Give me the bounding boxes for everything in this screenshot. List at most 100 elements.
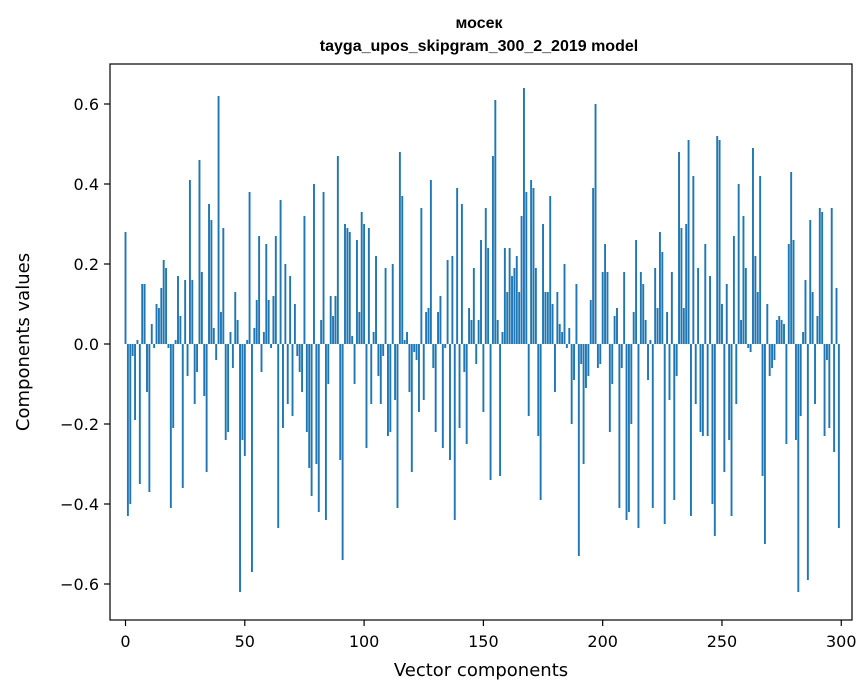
- bar: [215, 344, 218, 360]
- bar: [208, 204, 210, 344]
- bar: [279, 200, 282, 344]
- bar: [515, 256, 518, 344]
- x-tick-label: 50: [235, 632, 255, 651]
- bar: [303, 216, 306, 344]
- bar: [425, 312, 428, 344]
- bar: [480, 240, 482, 344]
- bar: [577, 344, 580, 556]
- bar: [656, 308, 659, 344]
- x-tick-label: 150: [468, 632, 499, 651]
- bar: [649, 340, 652, 344]
- x-tick-label: 200: [587, 632, 618, 651]
- bar: [293, 304, 296, 344]
- bar: [298, 344, 301, 372]
- bar: [783, 324, 785, 344]
- bar: [365, 344, 368, 448]
- bar: [341, 344, 344, 560]
- bar: [520, 216, 523, 344]
- bar: [289, 276, 292, 344]
- bar: [355, 240, 358, 344]
- bar: [811, 292, 814, 344]
- bar: [561, 332, 564, 344]
- bar: [460, 204, 463, 344]
- bar: [678, 152, 680, 344]
- bar: [668, 344, 671, 400]
- bar: [174, 340, 177, 344]
- bar: [816, 316, 819, 344]
- bar: [477, 320, 480, 344]
- bar: [790, 172, 793, 344]
- bar: [818, 208, 821, 344]
- bar: [191, 280, 194, 344]
- bar: [589, 300, 592, 344]
- bar: [642, 284, 645, 344]
- bar: [286, 344, 289, 404]
- bar: [124, 232, 127, 344]
- bar: [546, 292, 549, 344]
- bar: [451, 256, 454, 344]
- bar: [234, 292, 237, 344]
- bar: [747, 344, 750, 348]
- bar: [370, 344, 373, 404]
- bar: [313, 184, 315, 344]
- x-axis-label: Vector components: [394, 660, 568, 681]
- bar: [484, 208, 487, 344]
- bar: [775, 320, 778, 344]
- bar: [186, 344, 189, 376]
- bar: [179, 316, 182, 344]
- bar: [713, 344, 716, 536]
- bar: [441, 344, 444, 448]
- bar: [489, 344, 492, 480]
- bar: [773, 344, 776, 360]
- bar: [701, 344, 704, 436]
- bar: [694, 344, 697, 404]
- bar: [496, 320, 499, 344]
- bar: [611, 344, 614, 384]
- bar: [742, 216, 745, 344]
- y-tick-label: −0.2: [60, 415, 99, 434]
- bar: [291, 344, 294, 416]
- bar: [353, 344, 356, 384]
- bar: [432, 344, 435, 368]
- bar: [143, 284, 146, 344]
- bar: [620, 344, 623, 368]
- bar: [184, 280, 187, 344]
- bar: [439, 296, 442, 344]
- bar: [511, 276, 513, 344]
- bar: [644, 320, 647, 344]
- bar: [542, 224, 544, 344]
- bar: [129, 344, 132, 504]
- bar: [167, 344, 170, 348]
- bar: [530, 180, 533, 344]
- bar: [785, 344, 788, 444]
- bar: [627, 344, 630, 512]
- bar: [554, 344, 556, 392]
- bar: [465, 344, 468, 444]
- bar: [618, 344, 621, 508]
- bar: [527, 344, 530, 416]
- bar: [654, 268, 657, 344]
- bar: [806, 344, 809, 580]
- bar: [205, 344, 208, 472]
- y-axis: −0.6 −0.4 −0.2 0.0 0.2 0.4 0.6: [60, 95, 110, 594]
- bar: [721, 304, 723, 344]
- y-tick-label: 0.0: [74, 335, 99, 354]
- bar: [804, 280, 807, 344]
- bar: [778, 316, 781, 344]
- bar: [732, 236, 735, 344]
- bar: [549, 196, 552, 344]
- bar: [126, 344, 129, 516]
- bar: [749, 344, 752, 352]
- bar: [835, 288, 838, 344]
- bar: [716, 136, 719, 344]
- bar: [737, 184, 740, 344]
- bar: [334, 296, 337, 344]
- y-axis-label: Components values: [13, 253, 34, 431]
- bar: [675, 344, 678, 376]
- bar: [604, 244, 607, 344]
- bar: [255, 300, 258, 344]
- bar: [351, 336, 354, 344]
- bar: [594, 104, 597, 344]
- bar: [565, 344, 568, 348]
- bar: [802, 332, 805, 344]
